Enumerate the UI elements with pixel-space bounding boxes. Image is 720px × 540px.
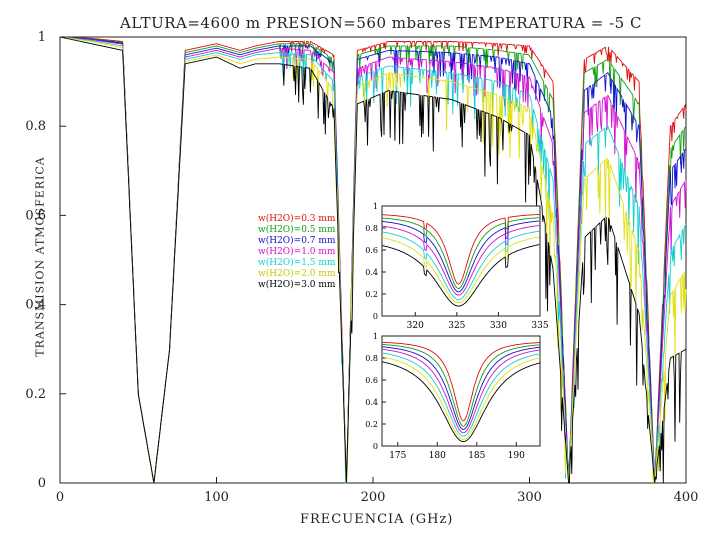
y-tick-label: 0.8	[25, 119, 46, 134]
legend-item-6: w(H2O)=2.0 mm	[258, 269, 336, 279]
y-axis-label: TRANSMISION ATMOSFERICA	[33, 156, 47, 357]
inset-1-series: 320 325 330 335 0 0.2 0.4 0.6 0.8 1	[365, 202, 549, 331]
legend: w(H2O)=0.3 mm w(H2O)=0.5 mm w(H2O)=0.7 m…	[258, 214, 335, 291]
inset-2-line-7	[381, 361, 541, 443]
inset-1-line-4	[381, 225, 540, 296]
inset-y-tick-label: 0.8	[365, 224, 378, 233]
inset-y-tick-label: 0.4	[365, 268, 378, 277]
inset-x-tick-label: 185	[468, 451, 485, 461]
inset-2-line-6	[381, 356, 541, 440]
inset-y-tick-label: 1	[373, 332, 378, 341]
inset-2-line-3	[381, 346, 541, 430]
inset-1-line-7	[381, 244, 540, 307]
y-tick-label: 0.2	[25, 387, 46, 402]
inset-x-tick-label: 330	[490, 321, 507, 331]
inset-y-tick-label: 0	[373, 312, 378, 321]
inset-2-line-5	[381, 352, 541, 437]
chart-title: ALTURA=4600 m PRESION=560 mbares TEMPERA…	[120, 14, 642, 32]
inset-1-line-2	[382, 217, 540, 289]
legend-item-7: w(H2O)=3.0 mm	[258, 280, 336, 290]
inset-1-line-3	[381, 220, 540, 293]
inset-1-line-5	[381, 230, 540, 300]
x-tick-label: 200	[361, 490, 386, 505]
inset-y-tick-label: 0	[373, 442, 378, 451]
x-tick-label: 300	[517, 490, 542, 505]
legend-item-1: w(H2O)=0.3 mm	[258, 214, 336, 224]
inset-y-tick-label: 0.2	[365, 290, 378, 299]
inset-y-tick-label: 0.2	[365, 420, 378, 429]
inset-x-tick-label: 190	[508, 451, 525, 461]
x-tick-label: 400	[674, 490, 699, 505]
inset-x-tick-label: 325	[448, 321, 465, 331]
legend-item-2: w(H2O)=0.5 mm	[258, 225, 336, 235]
inset-2-line-4	[381, 348, 541, 434]
inset-x-tick-label: 320	[407, 321, 424, 331]
legend-item-4: w(H2O)=1.0 mm	[258, 247, 336, 257]
y-tick-label: 0	[38, 476, 46, 491]
y-tick-label: 0.4	[25, 298, 46, 313]
inset-1-frame	[381, 205, 541, 317]
y-tick-label: 1	[38, 30, 46, 45]
x-tick-label: 100	[204, 490, 229, 505]
inset-y-tick-label: 0.6	[365, 246, 378, 255]
legend-item-5: w(H2O)=1.5 mm	[258, 258, 336, 268]
inset-2-line-1	[382, 341, 541, 422]
main-series-group	[59, 36, 687, 484]
inset-2-line-2	[381, 343, 541, 427]
x-tick-label: 0	[56, 490, 64, 505]
series-line-7	[59, 36, 687, 484]
inset-x-tick-label: 180	[429, 451, 446, 461]
inset-1-line-6	[381, 236, 540, 304]
inset-y-tick-label: 0.6	[365, 376, 378, 385]
inset-2-frame	[381, 335, 541, 447]
inset-y-tick-label: 0.4	[365, 398, 378, 407]
inset-1-line-1	[382, 214, 540, 285]
inset-y-tick-label: 0.8	[365, 354, 378, 363]
x-axis-label: FRECUENCIA (GHz)	[300, 512, 454, 527]
y-tick-label: 0.6	[25, 208, 46, 223]
inset-2-series: 175 180 185 190 0 0.2 0.4 0.6 0.8 1	[365, 332, 541, 461]
inset-x-tick-label: 335	[531, 321, 548, 331]
legend-item-3: w(H2O)=0.7 mm	[258, 236, 336, 246]
inset-y-tick-label: 1	[373, 202, 378, 211]
inset-x-tick-label: 175	[389, 451, 406, 461]
